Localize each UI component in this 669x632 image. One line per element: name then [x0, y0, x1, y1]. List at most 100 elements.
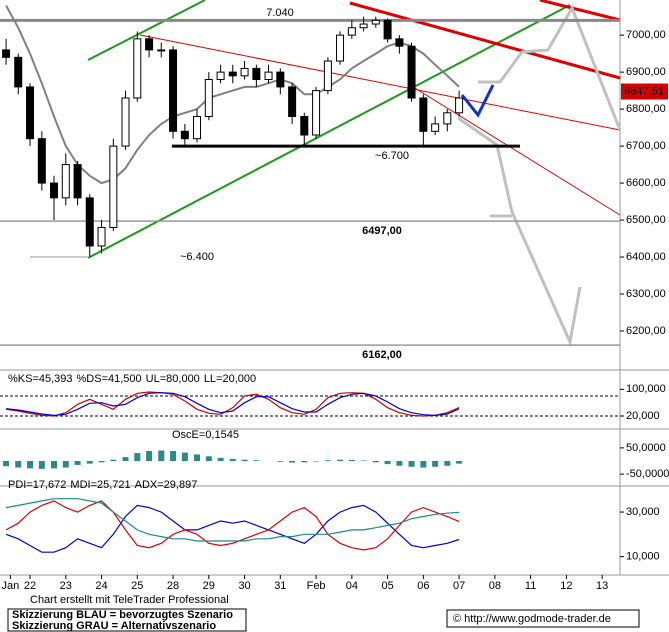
candle-body [323, 60, 332, 92]
histogram-bar [134, 453, 141, 461]
level-label: UL=80,000 [146, 373, 200, 385]
histogram-bar [360, 460, 367, 461]
candle-body [455, 97, 464, 114]
y-tick-label: 6900,00 [626, 66, 666, 78]
candle-body [395, 38, 404, 47]
trend-line [139, 34, 621, 131]
histogram-bar [396, 461, 403, 466]
candle-body [336, 34, 345, 62]
histogram-bar [15, 461, 22, 468]
copyright: © http://www.godmode-trader.de [453, 613, 611, 625]
candle-body [109, 145, 118, 228]
histogram-bar [277, 461, 284, 462]
moving-average [5, 5, 460, 185]
y-tick-label: 6800,00 [626, 103, 666, 115]
histogram-bar [241, 459, 248, 461]
y-tick-label: 6700,00 [626, 140, 666, 152]
histogram-bar [444, 461, 451, 466]
candle-body [169, 49, 178, 132]
legend-label: ADX=29,897 [135, 479, 198, 491]
last-price-label: 6847,51 [624, 85, 664, 97]
blue-scenario [460, 84, 495, 118]
y-tick-label: 10,000 [626, 551, 660, 563]
histogram-bar [229, 458, 236, 461]
x-tick-label: 23 [60, 580, 72, 592]
histogram-bar [62, 461, 69, 468]
x-tick-label: 22 [24, 580, 36, 592]
candle-body [157, 49, 166, 52]
y-tick-label: 7000,00 [626, 29, 666, 41]
y-tick-label: 6500,00 [626, 214, 666, 226]
histogram-bar [98, 461, 105, 463]
histogram-bar [324, 460, 331, 461]
indicator-line [5, 498, 460, 542]
y-tick-label: 6300,00 [626, 288, 666, 300]
candle-body [371, 19, 380, 25]
histogram-bar [253, 460, 260, 461]
histogram-bar [408, 461, 415, 467]
x-tick-label: 30 [238, 580, 250, 592]
candle-body [288, 86, 297, 118]
level-label: 7.040 [266, 7, 294, 19]
histogram-bar [194, 454, 201, 461]
histogram-bar [110, 459, 117, 461]
candle-body [240, 67, 249, 77]
candle-body [73, 164, 82, 199]
gray-scenario [478, 4, 622, 131]
x-tick-label: 04 [346, 580, 358, 592]
trend-line [539, 0, 621, 22]
legend-box [7, 608, 247, 632]
candle-body [300, 116, 309, 136]
x-tick-label: Feb [307, 580, 326, 592]
histogram-bar [50, 461, 57, 469]
candle-body [204, 79, 213, 118]
trend-line [349, 1, 621, 80]
histogram-bar [432, 461, 439, 467]
candle-body [180, 130, 189, 140]
y-tick-label: 50,0000 [626, 442, 666, 454]
histogram-bar [74, 461, 81, 465]
candle-body [431, 123, 440, 132]
x-tick-label: 07 [453, 580, 465, 592]
y-tick-label: 6600,00 [626, 177, 666, 189]
level-label: 6497,00 [362, 225, 402, 237]
histogram-bar [217, 457, 224, 461]
candle-body [14, 56, 23, 88]
x-tick-label: 13 [596, 580, 608, 592]
histogram-bar [27, 461, 34, 469]
level-label: ~6.700 [375, 150, 409, 162]
candle-body [121, 97, 130, 147]
x-tick-label: 31 [274, 580, 286, 592]
indicator-line [6, 391, 460, 417]
level-label: 6162,00 [362, 349, 402, 361]
histogram-bar [289, 461, 296, 463]
credit: Chart erstellt mit TeleTrader Profession… [30, 594, 229, 606]
histogram-bar [301, 461, 308, 463]
histogram-bar [337, 459, 344, 461]
histogram-bar [158, 450, 165, 461]
trend-line [87, 0, 206, 61]
candle-body [216, 71, 225, 81]
candle-body [49, 182, 58, 199]
histogram-bar [38, 461, 45, 469]
histogram-bar [170, 451, 177, 461]
legend-label: MDI=25,721 [70, 479, 130, 491]
x-tick-label: 11 [525, 580, 536, 592]
trend-line [409, 84, 621, 216]
histogram-bar [420, 461, 427, 468]
y-tick-label: 30,000 [626, 506, 660, 518]
candle-body [85, 197, 94, 247]
histogram-bar [181, 452, 188, 461]
histogram-bar [313, 461, 320, 462]
x-tick-label: 24 [95, 580, 107, 592]
candle-body [443, 112, 452, 125]
last-price-tag [621, 83, 668, 100]
candle-body [145, 38, 154, 51]
y-tick-label: -50,0000 [626, 468, 669, 480]
x-tick-label: Jan [1, 580, 19, 592]
x-tick-label: 29 [203, 580, 215, 592]
candle-body [264, 71, 273, 81]
legend-label: %KS=45,393 [8, 373, 73, 385]
candle-body [61, 164, 70, 199]
